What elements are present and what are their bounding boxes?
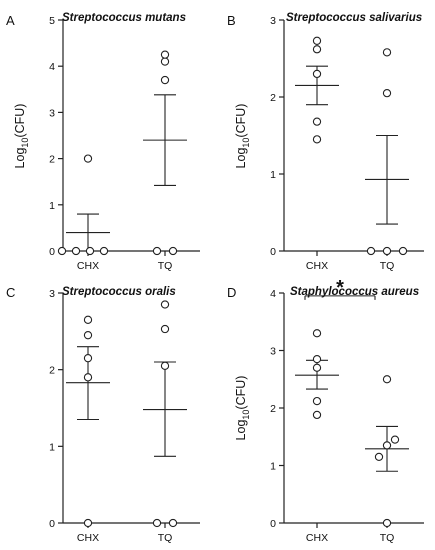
y-tick-label: 2 xyxy=(49,154,55,166)
data-point xyxy=(168,518,178,528)
data-point xyxy=(99,246,109,256)
data-point xyxy=(312,410,322,420)
data-point xyxy=(312,135,322,144)
data-point xyxy=(83,315,93,324)
y-axis-label: Log10(CFU) xyxy=(234,104,251,169)
data-point xyxy=(366,246,376,256)
y-tick-label: 2 xyxy=(49,365,55,377)
data-point xyxy=(382,518,392,528)
data-point xyxy=(160,50,170,59)
y-tick-label: 3 xyxy=(270,15,276,27)
data-point xyxy=(152,518,162,528)
data-point xyxy=(85,246,95,256)
data-point xyxy=(374,452,384,462)
data-point xyxy=(398,246,408,256)
y-tick-label: 3 xyxy=(49,288,55,300)
data-point xyxy=(382,89,392,98)
x-tick-label: CHX xyxy=(306,260,328,272)
y-tick-label: 0 xyxy=(270,246,276,258)
y-tick-label: 0 xyxy=(270,518,276,530)
data-point xyxy=(382,441,392,450)
data-point xyxy=(312,45,322,54)
y-tick-label: 3 xyxy=(49,107,55,119)
data-point xyxy=(152,246,162,256)
chart-title: Streptococcus salivarius xyxy=(286,12,422,24)
data-point xyxy=(83,331,93,340)
data-point xyxy=(312,36,322,45)
x-tick-label: CHX xyxy=(77,532,99,544)
y-tick-label: 1 xyxy=(49,200,55,212)
panel-d: D Staphylococcus aureus 0 1 2 3 4 CHX TQ Log10(CF… xyxy=(227,277,424,544)
y-tick-label: 1 xyxy=(270,169,276,181)
y-tick-label: 5 xyxy=(49,15,55,27)
y-tick-label: 2 xyxy=(270,403,276,415)
data-point xyxy=(312,329,322,338)
data-point xyxy=(83,154,93,163)
x-tick-label: TQ xyxy=(380,532,395,544)
data-point xyxy=(160,300,170,309)
data-point xyxy=(390,435,400,444)
x-tick-label: CHX xyxy=(306,532,328,544)
y-tick-label: 1 xyxy=(270,461,276,473)
data-point xyxy=(71,246,81,256)
chart-title: Streptococcus oralis xyxy=(62,286,176,298)
significance-star: * xyxy=(336,277,344,299)
panel-a: A Streptococcus mutans 0 1 2 3 4 5 CHX TQ Log10(CF… xyxy=(6,12,200,272)
data-point xyxy=(160,324,170,334)
y-tick-label: 4 xyxy=(49,61,55,73)
data-point xyxy=(312,363,322,372)
x-tick-label: TQ xyxy=(158,260,173,272)
y-tick-label: 1 xyxy=(49,441,55,453)
x-tick-label: TQ xyxy=(380,260,395,272)
y-tick-label: 4 xyxy=(270,288,276,300)
data-point xyxy=(83,373,93,382)
data-point xyxy=(382,375,392,384)
y-axis-label: Log10(CFU) xyxy=(234,376,251,441)
panel-letter: D xyxy=(227,285,236,300)
panel-c: C Streptococcus oralis 0 1 2 3 CHX TQ xyxy=(6,285,200,544)
data-point xyxy=(83,354,93,363)
y-tick-label: 0 xyxy=(49,246,55,258)
data-point xyxy=(382,48,392,57)
x-tick-label: CHX xyxy=(77,260,99,272)
panel-letter: C xyxy=(6,285,15,300)
panel-letter: B xyxy=(227,13,236,28)
data-point xyxy=(312,117,322,126)
data-point xyxy=(57,246,67,256)
chart-title: Staphylococcus aureus xyxy=(290,286,419,298)
data-point xyxy=(160,75,170,85)
panel-b: B Streptococcus salivarius 0 1 2 3 CHX TQ Log10(… xyxy=(227,12,424,272)
data-point xyxy=(312,354,322,364)
panel-letter: A xyxy=(6,13,15,28)
data-point xyxy=(168,246,178,256)
y-tick-label: 3 xyxy=(270,346,276,358)
chart-title: Streptococcus mutans xyxy=(62,12,186,24)
data-point xyxy=(312,396,322,406)
data-point xyxy=(382,246,392,256)
y-tick-label: 0 xyxy=(49,518,55,530)
y-axis-label: Log10(CFU) xyxy=(13,104,30,169)
data-point xyxy=(312,69,322,79)
x-tick-label: TQ xyxy=(158,532,173,544)
data-point xyxy=(160,361,170,370)
data-point xyxy=(83,518,93,528)
y-tick-label: 2 xyxy=(270,92,276,104)
data-point xyxy=(160,57,170,66)
